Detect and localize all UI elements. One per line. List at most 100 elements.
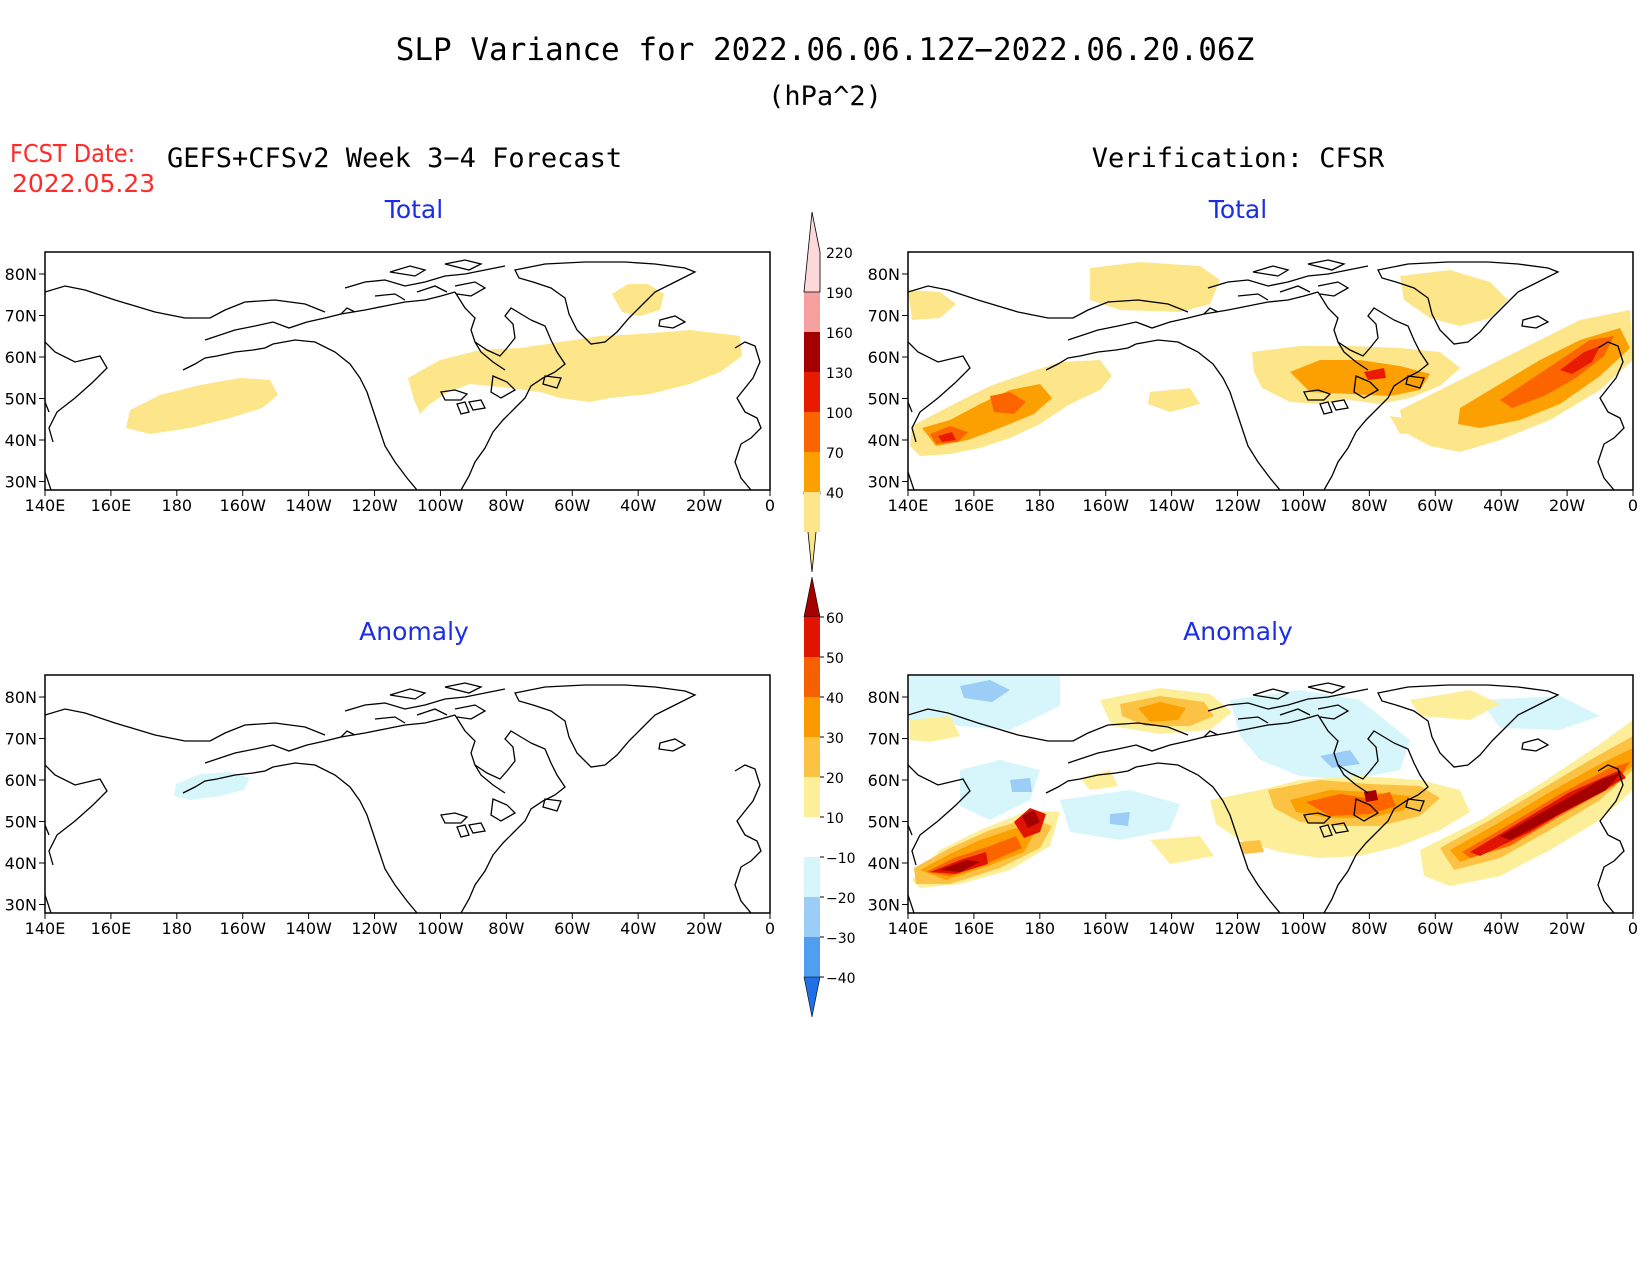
anomaly-colorbar-label: 40 — [826, 691, 844, 707]
bottom-left-lon-label: 0 — [765, 919, 775, 938]
top-left-map — [44, 251, 771, 491]
bottom-right-lat-label: 40N — [868, 854, 900, 873]
top-left-lat-label: 70N — [5, 307, 37, 326]
top-right-map — [907, 251, 1634, 491]
top-right-lon-label: 20W — [1549, 496, 1585, 515]
total-colorbar-swatch — [804, 452, 820, 492]
verification-total-shading — [908, 262, 1633, 456]
bottom-right-lat-label: 50N — [868, 813, 900, 832]
bottom-left-lat-label: 70N — [5, 730, 37, 749]
figure-title: SLP Variance for 2022.06.06.12Z−2022.06.… — [396, 32, 1255, 68]
bottom-right-lat-label: 60N — [868, 771, 900, 790]
top-right-lon-label: 160W — [1083, 496, 1130, 515]
bottom-left-lon-label: 140E — [25, 919, 66, 938]
bottom-right-lat-label: 70N — [868, 730, 900, 749]
bottom-right-lon-label: 20W — [1549, 919, 1585, 938]
total-colorbar-label: 130 — [826, 366, 853, 382]
bottom-left-lon-label: 60W — [554, 919, 590, 938]
bottom-right-lon-label: 140W — [1148, 919, 1195, 938]
left-header: GEFS+CFSv2 Week 3−4 Forecast — [167, 143, 622, 174]
top-right-lon-label: 120W — [1214, 496, 1261, 515]
top-right-lon-label: 140W — [1148, 496, 1195, 515]
anomaly-colorbar-swatch — [804, 657, 820, 697]
figure-units: (hPa^2) — [768, 81, 882, 112]
fcst-date-label: FCST Date: — [10, 139, 135, 168]
top-right-lat-label: 70N — [868, 307, 900, 326]
top-left-lon-label: 160W — [220, 496, 267, 515]
total-colorbar-swatch — [804, 412, 820, 452]
total-colorbar-label: 190 — [826, 286, 853, 302]
top-right-lat-label: 40N — [868, 431, 900, 450]
total-colorbar-swatch — [804, 372, 820, 412]
anomaly-colorbar-label: 30 — [826, 731, 844, 747]
top-right-lat-label: 30N — [868, 473, 900, 492]
top-left-lat-label: 80N — [5, 265, 37, 284]
top-left-lon-label: 140E — [25, 496, 66, 515]
bottom-right-lon-label: 80W — [1351, 919, 1387, 938]
bottom-left-lon-label: 160W — [220, 919, 267, 938]
top-left-lat-label: 50N — [5, 390, 37, 409]
anomaly-colorbar-label: 50 — [826, 651, 844, 667]
top-left-lon-label: 0 — [765, 496, 775, 515]
top-right-lon-label: 40W — [1483, 496, 1519, 515]
anomaly-colorbar-swatch — [804, 697, 820, 737]
bottom-left-lon-label: 180 — [162, 919, 193, 938]
top-right-title: Total — [1208, 195, 1267, 224]
bottom-left-lon-label: 80W — [488, 919, 524, 938]
total-colorbar-label: 70 — [826, 446, 844, 462]
bottom-right-map — [907, 674, 1634, 914]
bottom-left-lon-label: 120W — [351, 919, 398, 938]
anomaly-colorbar-label: 20 — [826, 771, 844, 787]
bottom-right-lon-label: 120W — [1214, 919, 1261, 938]
anomaly-colorbar-label: 10 — [826, 811, 844, 827]
forecast-total-shading — [126, 284, 742, 434]
top-left-lon-label: 160E — [91, 496, 132, 515]
bottom-left-lat-label: 30N — [5, 896, 37, 915]
bottom-right-title: Anomaly — [1183, 617, 1293, 646]
bottom-right-lon-label: 160E — [954, 919, 995, 938]
bottom-left-title: Anomaly — [359, 617, 469, 646]
total-colorbar-swatch — [804, 332, 820, 372]
right-header: Verification: CFSR — [1092, 143, 1385, 174]
bottom-left-lon-label: 40W — [620, 919, 656, 938]
top-right-lon-label: 160E — [954, 496, 995, 515]
top-left-lat-label: 40N — [5, 431, 37, 450]
top-right-lon-label: 80W — [1351, 496, 1387, 515]
top-left-lon-label: 120W — [351, 496, 398, 515]
bottom-right-lon-label: 140E — [888, 919, 929, 938]
bottom-left-lat-label: 60N — [5, 771, 37, 790]
bottom-right-lon-label: 0 — [1628, 919, 1638, 938]
fcst-date-value: 2022.05.23 — [12, 169, 155, 198]
anomaly-colorbar-label: −40 — [826, 971, 856, 987]
bottom-right-lat-label: 80N — [868, 688, 900, 707]
forecast-anomaly-shading — [174, 772, 250, 800]
total-colorbar-label: 220 — [826, 246, 853, 262]
top-left-lon-label: 40W — [620, 496, 656, 515]
top-right-lat-label: 60N — [868, 348, 900, 367]
top-left-lon-label: 80W — [488, 496, 524, 515]
total-colorbar-swatch — [804, 292, 820, 332]
top-right-lon-label: 180 — [1025, 496, 1056, 515]
anomaly-colorbar-swatch — [804, 777, 820, 817]
bottom-left-map — [44, 674, 771, 914]
anomaly-colorbar: 60 50 40 30 20 10 −10 −20 −30 −40 — [803, 576, 856, 1018]
anomaly-colorbar-swatch — [804, 857, 820, 897]
top-left-lon-label: 140W — [285, 496, 332, 515]
top-left-title: Total — [384, 195, 443, 224]
total-colorbar-label: 40 — [826, 486, 844, 502]
bottom-right-lat-label: 30N — [868, 896, 900, 915]
top-right-lon-label: 100W — [1280, 496, 1327, 515]
bottom-left-lat-label: 40N — [5, 854, 37, 873]
anomaly-colorbar-swatch — [804, 737, 820, 777]
verification-anomaly-shading — [908, 676, 1633, 888]
top-left-lat-label: 60N — [5, 348, 37, 367]
bottom-left-lat-label: 50N — [5, 813, 37, 832]
top-right-lat-label: 80N — [868, 265, 900, 284]
anomaly-colorbar-swatch — [804, 897, 820, 937]
anomaly-colorbar-swatch — [804, 617, 820, 657]
top-right-lat-label: 50N — [868, 390, 900, 409]
top-left-lon-label: 180 — [162, 496, 193, 515]
top-right-lon-label: 0 — [1628, 496, 1638, 515]
bottom-right-lon-label: 160W — [1083, 919, 1130, 938]
